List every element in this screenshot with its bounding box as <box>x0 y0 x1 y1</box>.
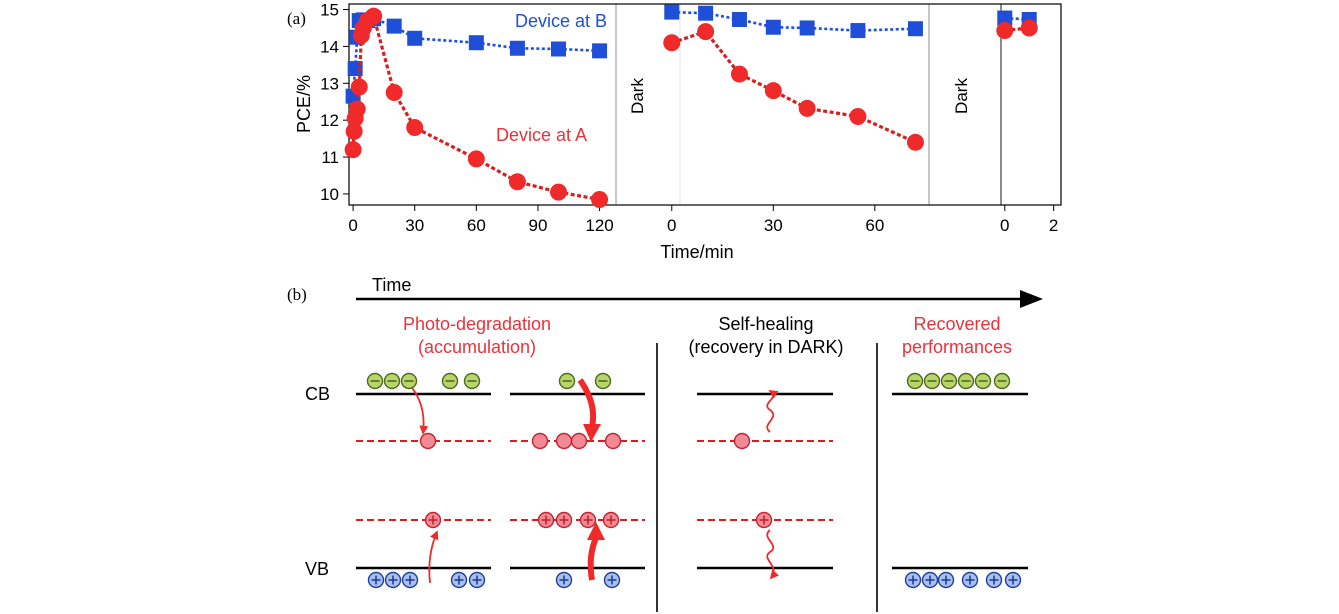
x-tick-label: 0 <box>348 216 357 235</box>
time-label: Time <box>372 275 411 295</box>
x-tick-label: 30 <box>764 216 783 235</box>
y-tick-label: 11 <box>321 148 339 167</box>
data-point-circle <box>663 34 681 52</box>
trapped-electron-circle <box>570 432 588 450</box>
detrap-arrow-electron <box>766 390 779 433</box>
data-point-circle <box>906 133 924 151</box>
plot-frame <box>348 3 1062 206</box>
caption-healing-2: (recovery in DARK) <box>688 337 843 357</box>
data-point-circle <box>348 100 366 118</box>
cb-label: CB <box>305 384 330 404</box>
data-point-circle <box>406 119 424 137</box>
x-tick-label: 60 <box>467 216 486 235</box>
dark-label-1: Dark <box>628 78 647 114</box>
series-device-b <box>345 4 1037 104</box>
data-point-circle <box>996 22 1014 40</box>
data-point-circle <box>697 23 715 41</box>
data-point-square <box>509 40 525 56</box>
y-tick-label: 10 <box>320 185 339 204</box>
thick-arrowhead-electron <box>583 424 601 442</box>
thick-arrowhead-hole <box>587 522 605 540</box>
trapped-electron-circle <box>604 432 622 450</box>
data-point-circle <box>849 107 867 125</box>
series-label-a: Device at A <box>496 125 587 145</box>
y-tick-label: 14 <box>320 37 339 56</box>
data-point-circle <box>730 65 748 83</box>
trapped-electron-circle <box>531 432 549 450</box>
x-tick-label: 120 <box>585 216 613 235</box>
data-point-circle <box>549 183 567 201</box>
dark-label-2: Dark <box>952 78 971 114</box>
data-point-circle <box>591 190 609 208</box>
x-tick-label: 30 <box>405 216 424 235</box>
panel-a-tag: (a) <box>287 9 306 28</box>
data-point-square <box>664 4 680 20</box>
caption-degradation-2: (accumulation) <box>418 337 536 357</box>
y-tick-label: 13 <box>320 74 339 93</box>
trapping-arrow-hole-1 <box>428 530 439 584</box>
vb-label: VB <box>305 559 329 579</box>
y-axis-title: PCE/% <box>294 75 314 133</box>
data-point-square <box>997 10 1013 26</box>
x-tick-label: 90 <box>528 216 547 235</box>
data-point-square <box>698 5 714 21</box>
trapping-arrow-hole-2 <box>587 536 599 581</box>
series-line <box>1004 16 1030 21</box>
y-tick-label: 12 <box>320 111 339 130</box>
series-label-b: Device at B <box>515 11 607 31</box>
trap-levels <box>356 440 833 521</box>
y-tick-label: 15 <box>320 1 339 20</box>
y-axis: 10 11 12 13 14 15 <box>320 1 349 204</box>
trapped-electron-circle <box>733 432 751 450</box>
data-point-square <box>907 21 923 37</box>
panel-a: (a) Dark Dark 10 11 12 13 14 15 0 30 60 90 120 0 30… <box>287 1 1062 262</box>
x-tick-label: 2 <box>1049 216 1058 235</box>
band-lines <box>356 392 1028 570</box>
data-point-circle <box>345 122 363 140</box>
data-point-square <box>592 43 608 59</box>
x-axis: 0 30 60 90 120 0 30 60 0 2 <box>348 205 1058 235</box>
data-point-square <box>765 19 781 35</box>
data-point-circle <box>344 141 362 159</box>
series-layer <box>344 4 1038 208</box>
data-point-circle <box>508 173 526 191</box>
data-point-square <box>550 41 566 57</box>
data-point-square <box>799 20 815 36</box>
caption-recovered-2: performances <box>902 337 1012 357</box>
x-tick-label: 0 <box>667 216 676 235</box>
series-device-a <box>344 7 1038 208</box>
data-point-square <box>386 18 402 34</box>
time-arrow-head <box>1020 290 1043 308</box>
trapped-electron-circle <box>555 432 573 450</box>
panel-b: (b) Time Photo-degradation (accumulation… <box>287 275 1043 612</box>
detrap-arrow-hole <box>766 529 780 580</box>
data-point-circle <box>365 7 383 25</box>
data-point-circle <box>1020 19 1038 37</box>
data-point-square <box>731 11 747 27</box>
caption-recovered-1: Recovered <box>913 314 1000 334</box>
data-point-circle <box>350 78 368 96</box>
data-point-square <box>468 35 484 51</box>
data-point-circle <box>798 99 816 117</box>
data-point-square <box>407 30 423 46</box>
data-point-square <box>850 23 866 39</box>
panel-b-tag: (b) <box>287 285 307 304</box>
trapping-arrow-electron-2 <box>577 378 597 428</box>
carriers <box>366 372 1022 589</box>
transition-arrows <box>403 378 780 584</box>
data-point-circle <box>467 150 485 168</box>
x-tick-label: 60 <box>865 216 884 235</box>
x-tick-label: 0 <box>1000 216 1009 235</box>
caption-degradation-1: Photo-degradation <box>403 314 551 334</box>
trapped-electron-circle <box>419 432 437 450</box>
data-point-circle <box>385 84 403 102</box>
caption-healing-1: Self-healing <box>718 314 813 334</box>
x-axis-title: Time/min <box>660 242 733 262</box>
series-line <box>671 29 917 144</box>
data-point-circle <box>764 82 782 100</box>
